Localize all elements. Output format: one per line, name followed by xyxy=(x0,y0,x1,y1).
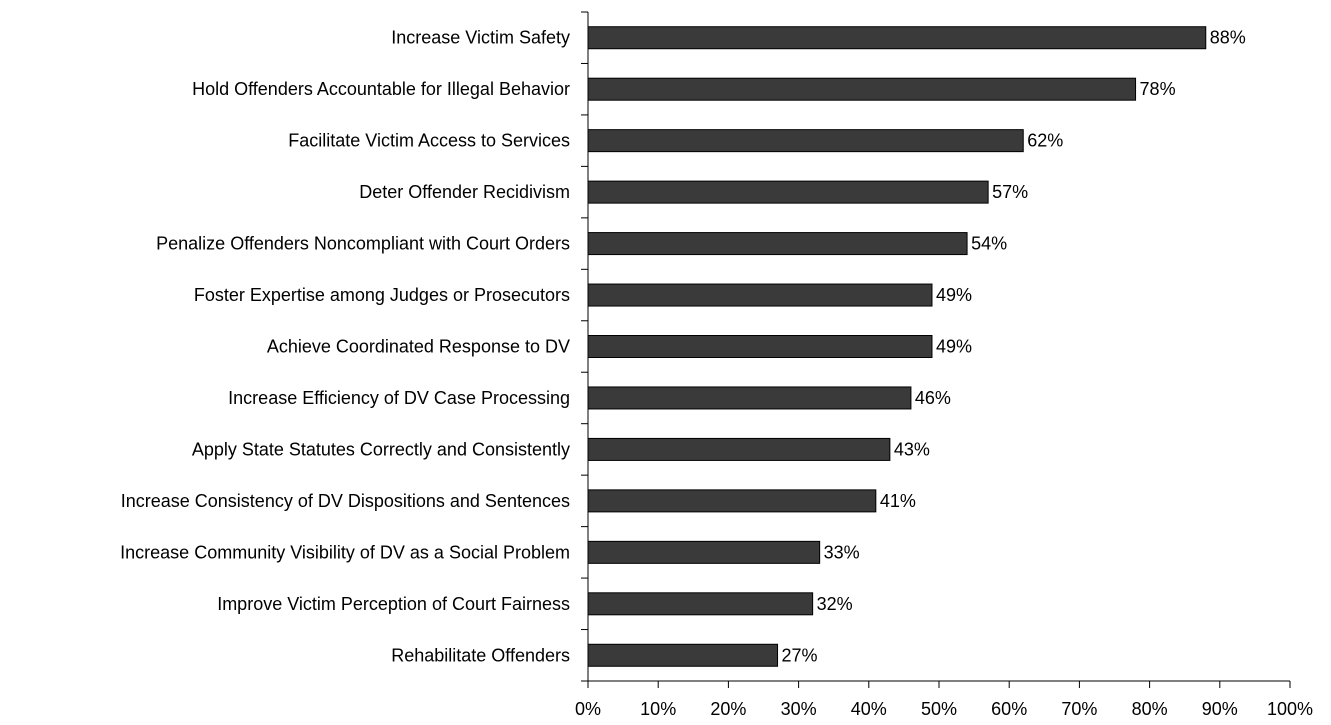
x-tick-label: 0% xyxy=(575,699,601,719)
value-label: 27% xyxy=(782,645,818,665)
x-tick-label: 80% xyxy=(1132,699,1168,719)
bar xyxy=(587,643,779,667)
category-label: Increase Consistency of DV Dispositions … xyxy=(121,491,570,511)
category-label: Hold Offenders Accountable for Illegal B… xyxy=(192,79,570,99)
category-label: Increase Community Visibility of DV as a… xyxy=(120,542,570,562)
axes-layer xyxy=(581,11,1291,688)
value-label: 32% xyxy=(817,594,853,614)
bar xyxy=(587,335,933,358)
bar xyxy=(587,232,968,256)
x-tick-label: 50% xyxy=(921,699,957,719)
value-label: 54% xyxy=(971,234,1007,254)
x-tick-label: 20% xyxy=(710,699,746,719)
x-tick-label: 10% xyxy=(640,699,676,719)
x-tick-label: 60% xyxy=(991,699,1027,719)
x-tick-label: 100% xyxy=(1267,699,1313,719)
category-label: Improve Victim Perception of Court Fairn… xyxy=(217,594,570,614)
value-label: 33% xyxy=(824,542,860,562)
category-label: Penalize Offenders Noncompliant with Cou… xyxy=(156,234,570,254)
value-label: 62% xyxy=(1027,131,1063,151)
bar xyxy=(587,129,1024,153)
value-label: 46% xyxy=(915,388,951,408)
x-tick-label: 70% xyxy=(1061,699,1097,719)
category-labels: Increase Victim Safety Hold Offenders Acc… xyxy=(120,28,570,666)
x-tick-label: 90% xyxy=(1202,699,1238,719)
category-label: Increase Victim Safety xyxy=(391,28,570,48)
x-tick-labels: 0% 10% 20% 30% 40% 50% 60% 70% 80% 90% 100% xyxy=(575,699,1313,719)
bar xyxy=(587,386,912,410)
category-label: Apply State Statutes Correctly and Consi… xyxy=(192,439,570,459)
value-label: 49% xyxy=(936,337,972,357)
category-label: Facilitate Victim Access to Services xyxy=(288,131,570,151)
category-label: Foster Expertise among Judges or Prosecu… xyxy=(194,285,570,305)
bar xyxy=(587,26,1207,50)
value-label: 57% xyxy=(992,182,1028,202)
bar xyxy=(587,77,1137,101)
bar xyxy=(587,540,821,564)
category-label: Achieve Coordinated Response to DV xyxy=(267,337,570,357)
value-label: 88% xyxy=(1210,28,1246,48)
bar xyxy=(587,180,989,204)
category-label: Deter Offender Recidivism xyxy=(359,182,570,202)
value-label: 78% xyxy=(1140,79,1176,99)
category-label: Rehabilitate Offenders xyxy=(391,645,570,665)
x-tick-label: 30% xyxy=(781,699,817,719)
value-labels: 88% 78% 62% 57% 54% 49% 49% 46% 43% 41% 33% 32% 27% xyxy=(782,28,1246,666)
value-label: 43% xyxy=(894,439,930,459)
bar xyxy=(587,592,814,616)
category-label: Increase Efficiency of DV Case Processin… xyxy=(228,388,570,408)
bar xyxy=(587,489,877,513)
x-tick-label: 40% xyxy=(851,699,887,719)
bars-layer xyxy=(587,26,1207,667)
value-label: 49% xyxy=(936,285,972,305)
bar xyxy=(587,283,933,307)
value-label: 41% xyxy=(880,491,916,511)
bar xyxy=(587,437,891,461)
